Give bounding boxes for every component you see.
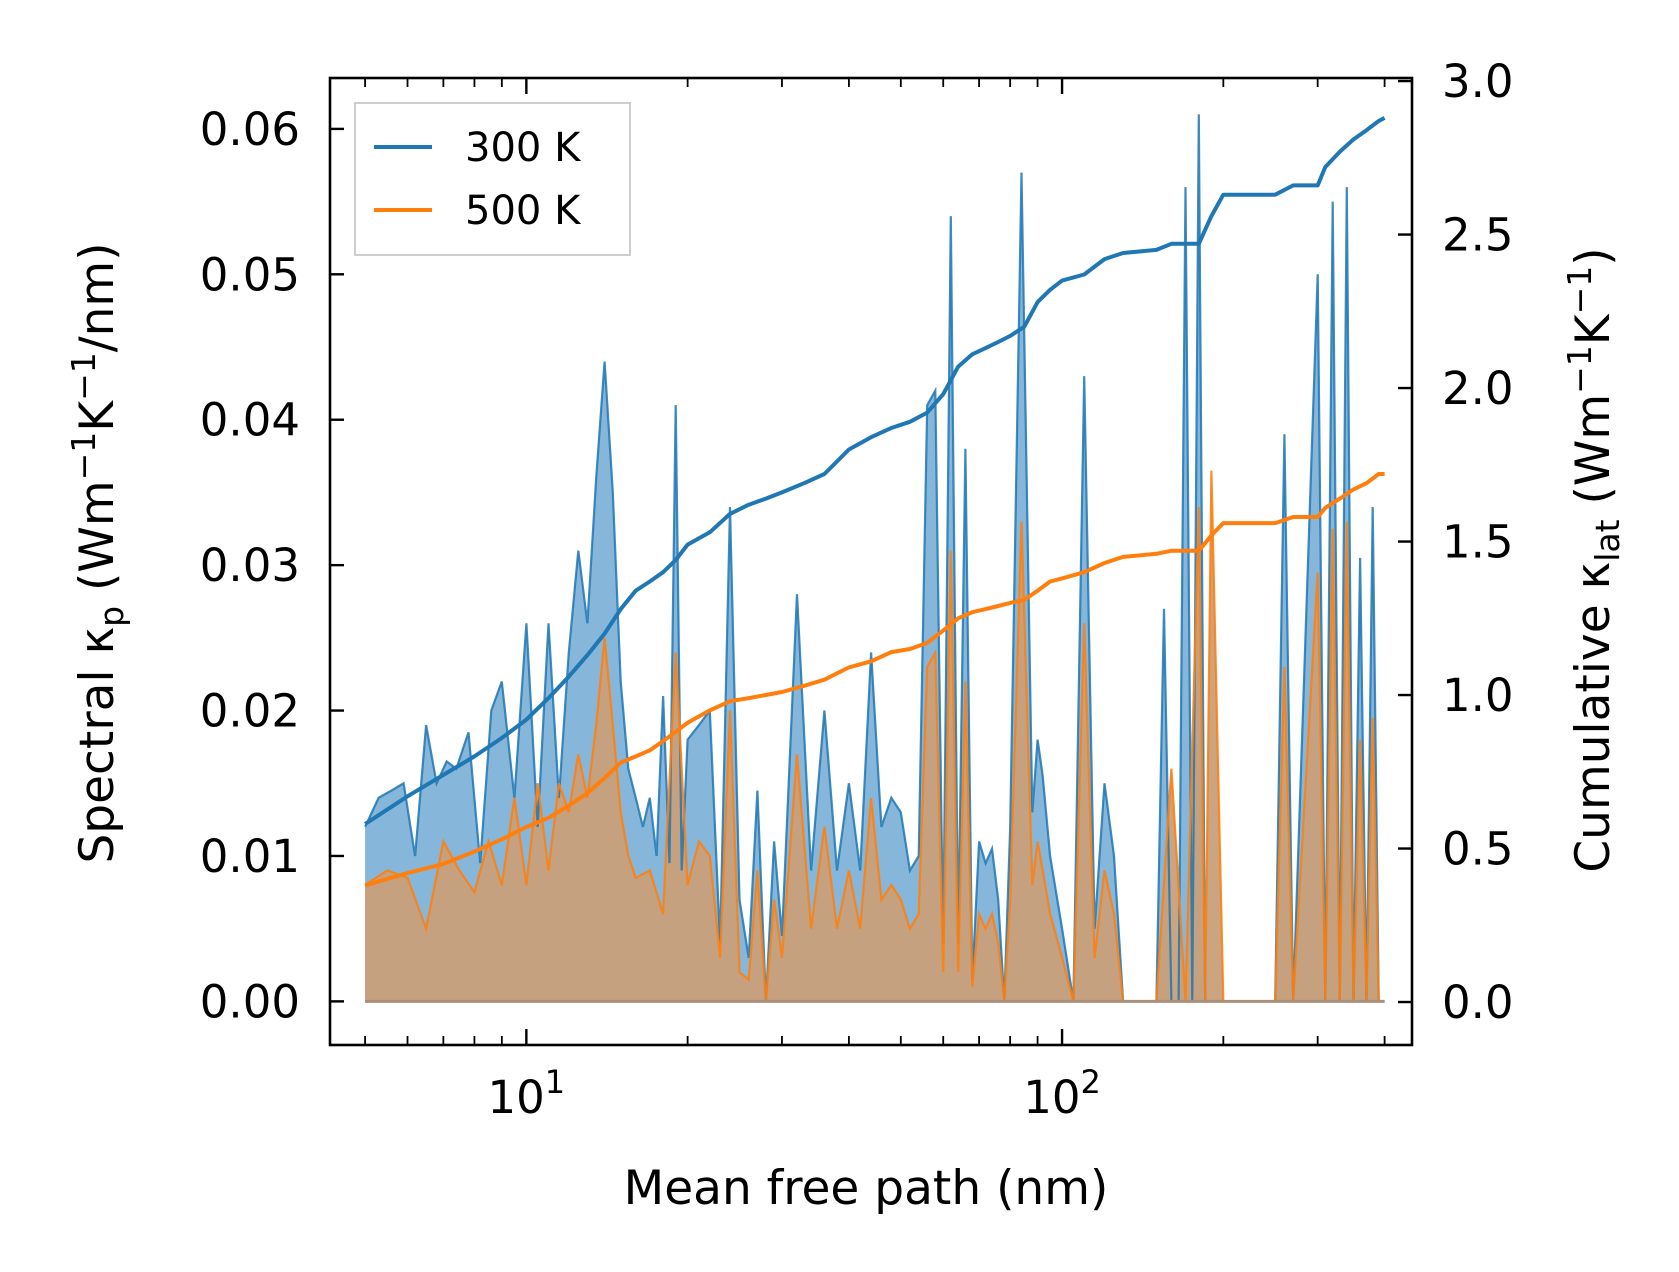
right-tick-label: 3.0	[1442, 55, 1514, 108]
right-tick-label: 0.0	[1442, 976, 1514, 1029]
legend-box	[354, 102, 631, 256]
legend-label-500k: 500 K	[465, 188, 582, 234]
x-axis-ticks: 101 102	[364, 78, 1386, 1124]
x-axis-label: Mean free path (nm)	[624, 1161, 1109, 1216]
x-tick-label: 102	[1023, 1063, 1101, 1124]
cumulative-line-300k	[364, 116, 1386, 826]
fill-300k	[365, 114, 1385, 1002]
left-tick-label: 0.06	[200, 103, 300, 156]
left-tick-label: 0.02	[200, 685, 300, 738]
left-tick-label: 0.00	[200, 975, 300, 1028]
right-axis-label: Cumulative κlat (Wm−1K−1)	[1560, 247, 1627, 872]
left-axis-ticks: 0.00 0.01 0.02 0.03 0.04 0.05 0.06	[200, 103, 344, 1028]
left-tick-label: 0.01	[200, 830, 300, 883]
x-tick-label: 101	[488, 1063, 566, 1124]
legend-label-300k: 300 K	[465, 125, 582, 171]
spectral-line-500k	[364, 470, 1385, 1003]
right-tick-label: 1.0	[1442, 669, 1514, 722]
cumulative-line-500k	[364, 472, 1385, 888]
legend: 300 K 500 K	[354, 102, 631, 256]
left-axis-label: Spectral κp (Wm−1K−1/nm)	[64, 242, 131, 863]
left-tick-label: 0.05	[200, 248, 300, 301]
right-tick-label: 2.0	[1442, 362, 1514, 415]
left-tick-label: 0.04	[200, 394, 300, 447]
right-tick-label: 0.5	[1442, 823, 1514, 876]
spectral-lines	[364, 114, 1385, 1003]
cumulative-lines	[364, 116, 1386, 888]
right-tick-label: 2.5	[1442, 209, 1514, 262]
right-axis-ticks: 0.0 0.5 1.0 1.5 2.0 2.5 3.0	[1398, 55, 1514, 1029]
fill-500k	[365, 470, 1385, 1002]
plot-frame	[328, 76, 1414, 1047]
plot-area	[364, 114, 1386, 1003]
spectral-fills	[365, 114, 1385, 1002]
left-tick-label: 0.03	[200, 539, 300, 592]
right-tick-label: 1.5	[1442, 516, 1514, 569]
